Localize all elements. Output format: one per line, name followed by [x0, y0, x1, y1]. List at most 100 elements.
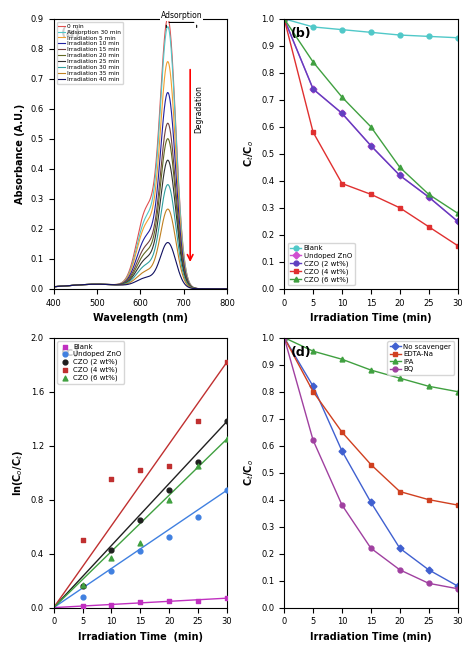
0 min — [69, 281, 74, 289]
Undoped ZnO — [137, 546, 144, 556]
Blank — [310, 23, 316, 31]
Irradiation 20 min — [189, 283, 195, 291]
Irradiation 15 min — [189, 283, 195, 291]
Irradiation 40 min — [51, 283, 56, 291]
Line: Irradiation 10 min: Irradiation 10 min — [54, 93, 227, 289]
IPA — [368, 366, 374, 374]
Y-axis label: C$_t$/C$_o$: C$_t$/C$_o$ — [242, 140, 255, 167]
Irradiation 35 min — [186, 283, 192, 291]
Irradiation 40 min — [121, 281, 127, 289]
Irradiation 10 min — [121, 279, 127, 287]
Irradiation 10 min — [224, 285, 230, 293]
CZO (6 wt%) — [165, 494, 173, 505]
Irradiation 30 min — [186, 282, 192, 290]
Irradiation 5 min — [69, 281, 74, 289]
Blank — [339, 25, 345, 33]
CZO (6 wt%) — [455, 209, 460, 217]
CZO (2 wt%) — [79, 581, 86, 591]
X-axis label: Wavelength (nm): Wavelength (nm) — [93, 313, 188, 323]
Line: Irradiation 5 min: Irradiation 5 min — [54, 61, 227, 289]
IPA — [455, 388, 460, 396]
CZO (4 wt%) — [79, 535, 86, 545]
CZO (2 wt%) — [282, 15, 287, 23]
Irradiation 5 min — [186, 279, 192, 287]
Irradiation 15 min — [170, 150, 176, 157]
IPA — [426, 383, 431, 390]
0 min — [121, 277, 127, 285]
Irradiation 30 min — [127, 278, 133, 285]
CZO (2 wt%) — [194, 456, 202, 467]
Text: Adsorption: Adsorption — [161, 11, 202, 20]
No scavenger — [455, 582, 460, 590]
Irradiation 25 min — [189, 283, 195, 291]
Irradiation 15 min — [127, 273, 133, 281]
Line: Adsorption 30 min: Adsorption 30 min — [54, 27, 227, 289]
Irradiation 15 min — [51, 283, 56, 291]
EDTA-Na — [426, 496, 431, 503]
Line: Irradiation 25 min: Irradiation 25 min — [54, 160, 227, 289]
Legend: 0 min, Adsorption 30 min, Irradiation 5 min, Irradiation 10 min, Irradiation 15 : 0 min, Adsorption 30 min, Irradiation 5 … — [56, 22, 123, 84]
IPA — [310, 347, 316, 355]
Undoped ZnO — [282, 15, 287, 23]
Text: (a): (a) — [61, 27, 81, 40]
Adsorption 30 min — [121, 278, 127, 285]
BQ — [397, 566, 402, 574]
Irradiation 10 min — [186, 279, 192, 287]
Irradiation 35 min — [127, 279, 133, 287]
Irradiation 25 min — [224, 285, 230, 293]
Irradiation 20 min — [69, 281, 74, 289]
Y-axis label: Absorbance (A.U.): Absorbance (A.U.) — [15, 104, 25, 204]
Irradiation 20 min — [127, 274, 133, 282]
Irradiation 25 min — [69, 281, 74, 289]
CZO (6 wt%) — [79, 579, 86, 590]
Line: Irradiation 35 min: Irradiation 35 min — [54, 209, 227, 289]
Irradiation 40 min — [127, 280, 133, 288]
Irradiation 25 min — [170, 180, 176, 187]
Irradiation 15 min — [186, 280, 192, 288]
IPA — [397, 374, 402, 382]
CZO (2 wt%) — [223, 416, 231, 426]
IPA — [282, 334, 287, 342]
CZO (6 wt%) — [368, 123, 374, 131]
CZO (6 wt%) — [339, 93, 345, 101]
Blank — [108, 599, 115, 610]
Adsorption 30 min — [127, 267, 133, 275]
BQ — [455, 585, 460, 593]
CZO (6 wt%) — [223, 434, 231, 444]
EDTA-Na — [282, 334, 287, 342]
X-axis label: Irradiation Time  (min): Irradiation Time (min) — [78, 632, 203, 642]
CZO (2 wt%) — [137, 515, 144, 525]
Line: EDTA-Na: EDTA-Na — [282, 335, 460, 507]
CZO (2 wt%) — [108, 545, 115, 555]
CZO (2 wt%) — [455, 217, 460, 225]
Adsorption 30 min — [165, 23, 171, 31]
Blank — [455, 34, 460, 42]
Irradiation 5 min — [127, 268, 133, 276]
CZO (4 wt%) — [194, 416, 202, 426]
Blank — [397, 31, 402, 39]
Irradiation 40 min — [186, 283, 192, 291]
Irradiation 5 min — [165, 57, 171, 65]
Blank — [426, 33, 431, 40]
Blank — [282, 15, 287, 23]
Irradiation 15 min — [165, 119, 171, 127]
CZO (4 wt%) — [223, 357, 231, 367]
Irradiation 10 min — [127, 271, 133, 279]
CZO (6 wt%) — [194, 460, 202, 471]
CZO (6 wt%) — [282, 15, 287, 23]
CZO (6 wt%) — [137, 537, 144, 548]
Legend: Blank, Undoped ZnO, CZO (2 wt%), CZO (4 wt%), CZO (6 wt%): Blank, Undoped ZnO, CZO (2 wt%), CZO (4 … — [288, 243, 355, 285]
Irradiation 10 min — [165, 89, 171, 97]
Undoped ZnO — [397, 172, 402, 180]
Irradiation 15 min — [69, 281, 74, 289]
Text: (b): (b) — [291, 27, 312, 40]
X-axis label: Irradiation Time (min): Irradiation Time (min) — [310, 313, 432, 323]
No scavenger — [282, 334, 287, 342]
CZO (6 wt%) — [310, 58, 316, 66]
CZO (4 wt%) — [282, 15, 287, 23]
CZO (2 wt%) — [165, 485, 173, 496]
Y-axis label: C$_t$/C$_o$: C$_t$/C$_o$ — [242, 459, 255, 486]
Line: Undoped ZnO: Undoped ZnO — [282, 16, 460, 224]
Blank — [165, 596, 173, 606]
Irradiation 40 min — [189, 284, 195, 292]
